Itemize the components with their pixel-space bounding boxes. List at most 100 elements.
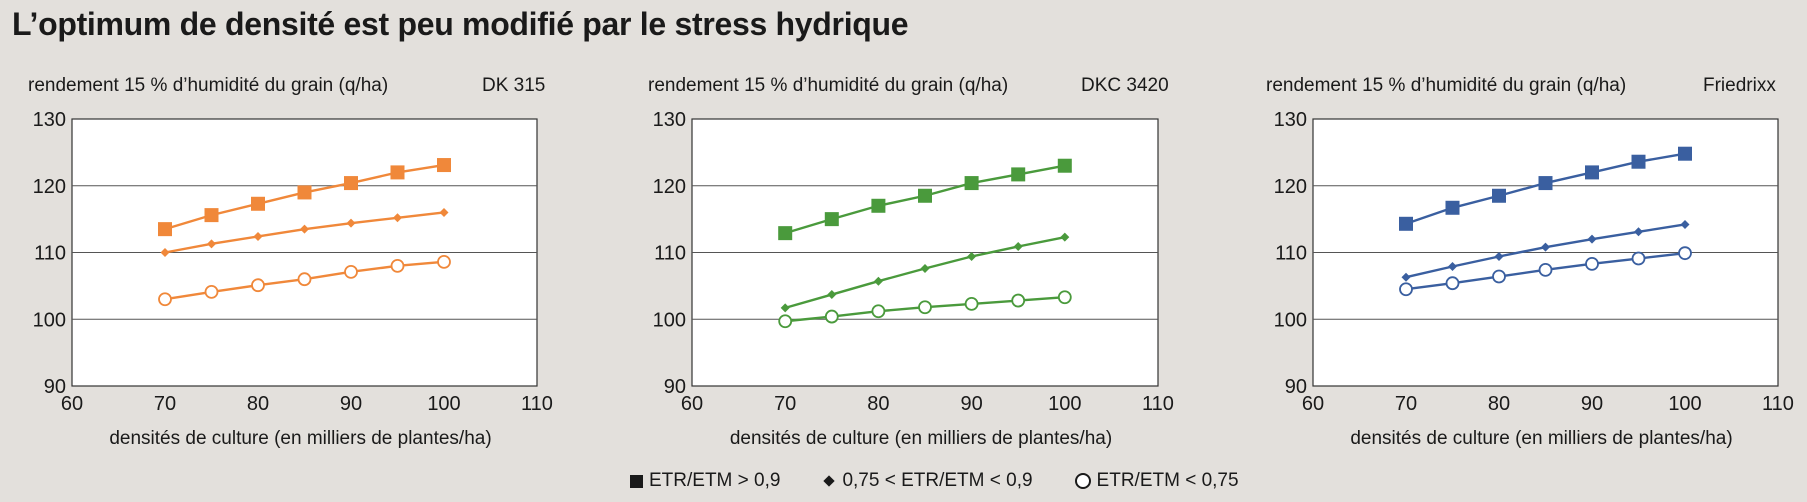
y-tick-label: 100	[653, 309, 686, 331]
data-point	[207, 239, 216, 249]
x-tick-label: 60	[61, 393, 83, 415]
data-point	[160, 248, 170, 257]
series-circle	[1399, 246, 1692, 297]
y-tick-label: 130	[33, 109, 66, 131]
legend-item-low: ETR/ETM < 0,75	[1074, 470, 1239, 492]
data-point	[1011, 293, 1026, 308]
chart-title: DK 315	[482, 75, 545, 96]
data-point	[964, 296, 979, 311]
series-square	[778, 158, 1072, 241]
x-tick-label: 110	[521, 393, 553, 415]
y-axis-label: rendement 15 % d’humidité du grain (q/ha…	[648, 75, 1008, 96]
data-point	[297, 272, 312, 287]
y-tick-label: 110	[654, 243, 686, 265]
x-tick-label: 80	[1488, 393, 1510, 415]
data-point	[1587, 234, 1597, 244]
x-tick-label: 90	[1581, 393, 1603, 415]
data-point	[1057, 158, 1072, 173]
x-axis-label: densités de culture (en milliers de plan…	[1350, 428, 1732, 449]
x-tick-label: 100	[1048, 393, 1081, 415]
data-point	[1492, 188, 1506, 203]
data-point	[1678, 246, 1692, 261]
chart-2: 90 100 110 120 130 60 70 80 90 100 110 rendement 15…	[648, 75, 1174, 449]
data-point	[346, 218, 356, 228]
data-point	[1399, 282, 1413, 297]
data-point	[1401, 272, 1411, 282]
chart-title: Friedrixx	[1703, 75, 1776, 96]
data-point	[824, 309, 839, 324]
y-tick-label: 120	[653, 176, 686, 198]
legend-item-high: ETR/ETM > 0,9	[630, 470, 780, 492]
data-point	[918, 188, 932, 203]
data-point	[1494, 252, 1504, 262]
chart-title: DKC 3420	[1081, 75, 1169, 96]
x-tick-label: 110	[1762, 393, 1794, 415]
chart-3: 90 100 110 120 130 60 70 80 90 100 110 rendement 15…	[1266, 75, 1794, 449]
data-point	[437, 158, 451, 173]
y-tick-label: 110	[34, 243, 66, 265]
data-point	[1631, 251, 1646, 266]
data-point	[344, 176, 358, 191]
data-point	[1445, 200, 1460, 215]
y-tick-label: 90	[664, 376, 686, 398]
x-tick-label: 70	[1395, 393, 1417, 415]
x-tick-label: 80	[247, 393, 269, 415]
legend: ETR/ETM > 0,9 0,75 < ETR/ETM < 0,9 ETR/E…	[630, 470, 1239, 492]
legend-label-high: ETR/ETM > 0,9	[649, 470, 781, 491]
data-point	[871, 304, 886, 319]
x-axis-label: densités de culture (en milliers de plan…	[109, 428, 491, 449]
data-point	[778, 314, 793, 329]
x-tick-label: 70	[774, 393, 796, 415]
data-point	[439, 207, 449, 217]
data-point	[824, 212, 839, 227]
data-point	[204, 208, 219, 223]
data-point	[393, 213, 402, 223]
data-point	[204, 284, 219, 299]
x-tick-label: 110	[1142, 393, 1174, 415]
x-tick-label: 90	[960, 393, 982, 415]
series-circle	[778, 290, 1072, 329]
series-circle	[158, 254, 451, 307]
data-point	[390, 165, 405, 180]
y-tick-label: 110	[1275, 243, 1307, 265]
data-point	[1538, 262, 1553, 277]
legend-item-mid: 0,75 < ETR/ETM < 0,9	[822, 470, 1033, 492]
data-point	[1631, 154, 1646, 169]
data-point	[780, 303, 790, 313]
y-tick-label: 130	[1274, 109, 1307, 131]
data-point	[1634, 227, 1643, 237]
y-axis-label: rendement 15 % d’humidité du grain (q/ha…	[1266, 75, 1626, 96]
data-point	[300, 224, 309, 234]
data-point	[437, 254, 451, 269]
page-title: L’optimum de densité est peu modifié par…	[12, 6, 909, 42]
y-tick-label: 100	[33, 309, 66, 331]
data-point	[871, 198, 886, 213]
data-point	[344, 264, 358, 279]
data-point	[1585, 165, 1599, 180]
x-tick-label: 60	[1302, 393, 1324, 415]
data-point	[1013, 241, 1023, 251]
data-point	[1541, 242, 1550, 252]
chart-1: 90 100 110 120 130 60 70 80 90 100 110 rendement 15…	[28, 75, 553, 449]
data-point	[827, 290, 837, 300]
x-tick-label: 100	[427, 393, 460, 415]
legend-label-low: ETR/ETM < 0,75	[1096, 470, 1239, 491]
y-tick-label: 120	[1274, 176, 1307, 198]
x-tick-label: 90	[340, 393, 362, 415]
data-point	[1399, 216, 1413, 231]
legend-label-mid: 0,75 < ETR/ETM < 0,9	[842, 470, 1033, 491]
data-point	[251, 196, 265, 211]
data-point	[873, 276, 883, 286]
series-square	[1399, 146, 1692, 231]
data-point	[1538, 176, 1553, 191]
data-point	[158, 292, 172, 307]
y-tick-label: 130	[653, 109, 686, 131]
data-point	[390, 258, 405, 273]
data-point	[1057, 290, 1072, 305]
series-diamond	[160, 207, 449, 257]
data-point	[253, 231, 263, 241]
data-point	[1585, 256, 1599, 271]
series-diamond	[780, 232, 1070, 313]
data-point	[1011, 167, 1026, 182]
